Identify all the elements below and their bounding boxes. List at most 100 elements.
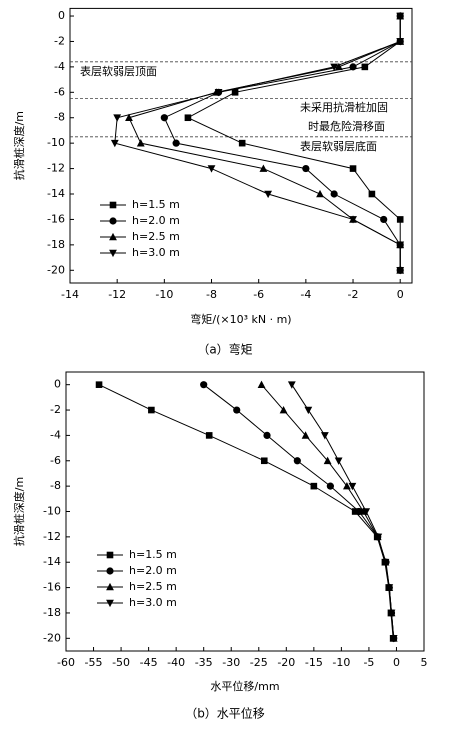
marker <box>349 63 357 71</box>
marker <box>334 62 343 71</box>
x-tick-label: -10 <box>332 656 350 669</box>
x-tick-label: 5 <box>421 656 428 669</box>
x-tick-label: -45 <box>140 656 158 669</box>
series-line <box>261 384 395 639</box>
marker <box>287 381 296 389</box>
legend-label: h=2.0 m <box>132 214 180 227</box>
x-tick-label: -50 <box>112 656 130 669</box>
marker <box>110 139 119 148</box>
annotation: 表层软弱层顶面 <box>80 64 157 78</box>
y-tick-label: -14 <box>43 555 61 568</box>
legend-label: h=3.0 m <box>129 596 177 609</box>
x-tick-label: -55 <box>85 656 103 669</box>
marker <box>396 266 405 275</box>
legend-label: h=2.5 m <box>129 580 177 593</box>
marker <box>342 482 351 490</box>
marker <box>136 139 145 147</box>
marker <box>263 431 271 440</box>
marker <box>259 164 268 172</box>
legend-label: h=2.0 m <box>129 564 177 577</box>
marker <box>184 114 192 122</box>
x-tick-label: -10 <box>155 288 173 301</box>
y-tick-label: -12 <box>43 530 61 543</box>
y-tick-label: -16 <box>47 212 65 225</box>
x-tick-label: -40 <box>167 656 185 669</box>
x-axis-label: 水平位移/mm <box>210 679 279 693</box>
x-tick-label: -15 <box>305 656 323 669</box>
y-tick-label: -6 <box>50 454 61 467</box>
caption: （b）水平位移 <box>185 706 265 721</box>
y-tick-label: -10 <box>43 505 61 518</box>
y-tick-label: -20 <box>47 263 65 276</box>
y-tick-label: -16 <box>43 581 61 594</box>
plot-frame <box>69 7 413 284</box>
y-tick-label: -10 <box>47 136 65 149</box>
marker <box>148 406 155 414</box>
marker <box>374 533 383 541</box>
series-line <box>291 384 395 639</box>
marker <box>233 406 241 414</box>
annotation: 表层软弱层底面 <box>300 139 377 153</box>
x-axis-label: 弯矩/(×10³ kN · m) <box>190 312 291 326</box>
marker <box>214 89 223 97</box>
marker <box>264 190 273 199</box>
marker <box>385 584 394 592</box>
x-tick-label: -12 <box>108 288 126 301</box>
y-tick-label: 0 <box>54 378 61 391</box>
legend-marker <box>109 232 117 241</box>
y-tick-label: -18 <box>47 238 65 251</box>
y-tick-label: -18 <box>43 606 61 619</box>
marker <box>396 38 405 46</box>
x-tick-label: -35 <box>195 656 213 669</box>
marker <box>349 165 357 172</box>
marker <box>260 457 268 465</box>
y-tick-label: -8 <box>50 479 61 492</box>
marker <box>380 215 388 224</box>
caption: （a）弯矩 <box>197 342 252 357</box>
marker <box>304 406 313 415</box>
marker <box>301 431 310 439</box>
x-tick-label: 0 <box>397 288 404 301</box>
marker <box>326 482 334 490</box>
y-tick-label: -8 <box>54 111 65 124</box>
marker <box>160 114 168 122</box>
legend-label: h=1.5 m <box>132 198 180 211</box>
x-tick-label: -60 <box>57 656 75 669</box>
marker <box>334 457 343 465</box>
marker <box>389 635 398 643</box>
y-tick-label: -4 <box>50 428 61 441</box>
marker <box>238 139 246 147</box>
marker <box>302 164 310 173</box>
marker <box>330 190 338 198</box>
plot-frame <box>65 371 425 652</box>
y-tick-label: -12 <box>47 162 65 175</box>
marker <box>125 113 133 122</box>
y-tick-label: -14 <box>47 187 65 200</box>
legend-marker <box>106 599 114 608</box>
x-tick-label: -30 <box>222 656 240 669</box>
marker <box>396 216 404 223</box>
marker <box>362 508 371 516</box>
legend-marker <box>106 551 114 559</box>
y-tick-label: -4 <box>54 60 65 73</box>
marker <box>387 609 396 618</box>
legend-marker <box>106 582 114 591</box>
marker <box>381 558 390 567</box>
x-tick-label: 0 <box>393 656 400 669</box>
annotation: 未采用抗滑桩加固 <box>300 100 388 114</box>
marker <box>113 114 122 122</box>
y-tick-label: -2 <box>54 34 65 47</box>
x-tick-label: -25 <box>250 656 268 669</box>
legend-marker <box>109 201 117 209</box>
legend-marker <box>106 567 114 575</box>
x-tick-label: -8 <box>206 288 217 301</box>
y-axis-label: 抗滑桩深度/m <box>12 477 26 546</box>
legend-label: h=2.5 m <box>132 230 180 243</box>
marker <box>396 12 405 21</box>
marker <box>361 63 369 71</box>
marker <box>310 482 318 490</box>
marker <box>200 381 208 389</box>
y-tick-label: -20 <box>43 631 61 644</box>
marker <box>279 405 288 414</box>
